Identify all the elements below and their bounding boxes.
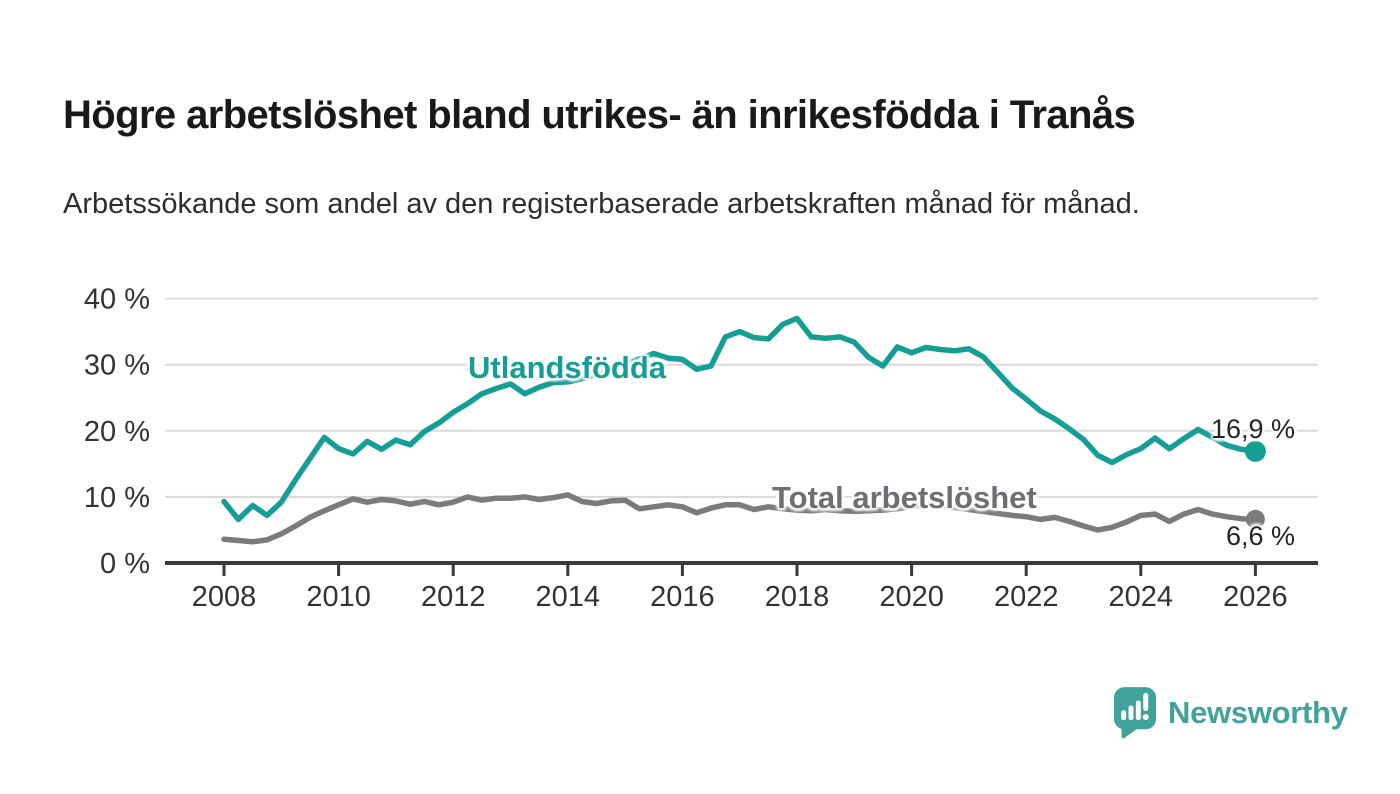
x-tick-label: 2010 xyxy=(306,581,371,613)
end-value-label-utlandsfodda: 16,9 % xyxy=(1210,414,1295,444)
logo-bar-short xyxy=(1121,710,1127,721)
y-tick-label: 40 % xyxy=(84,284,150,316)
series-label-utlandsfodda: Utlandsfödda xyxy=(468,350,667,385)
x-tick-label: 2012 xyxy=(421,581,486,613)
chart-subtitle: Arbetssökande som andel av den registerb… xyxy=(63,188,1140,220)
series-line-total xyxy=(221,492,1259,545)
newsworthy-logo-text: Newsworthy xyxy=(1168,695,1348,730)
series-label-total-arbetsloshet: Total arbetslöshet xyxy=(772,480,1037,515)
x-tick-label: 2018 xyxy=(765,581,830,613)
x-tick-label: 2020 xyxy=(879,581,944,613)
logo-bar-medium xyxy=(1128,705,1134,721)
page-title: Högre arbetslöshet bland utrikes- än inr… xyxy=(63,92,1136,137)
end-value-label-total: 6,6 % xyxy=(1225,521,1295,551)
series-line-utlandsfodda xyxy=(221,315,1259,523)
logo-bar-tall xyxy=(1135,700,1141,721)
x-tick-label: 2022 xyxy=(994,581,1059,613)
y-tick-label: 10 % xyxy=(84,482,150,514)
series-end-dot-utlandsfodda xyxy=(1244,440,1266,462)
newsworthy-logo: Newsworthy xyxy=(1112,685,1348,741)
x-tick-label: 2016 xyxy=(650,581,715,613)
logo-exclamation-dot xyxy=(1142,713,1149,721)
x-tick-label: 2026 xyxy=(1223,581,1288,613)
y-tick-label: 30 % xyxy=(84,350,150,382)
y-tick-label: 0 % xyxy=(100,548,150,580)
logo-exclamation-bar xyxy=(1143,692,1149,712)
series-end-dot-total xyxy=(1245,509,1265,529)
newsworthy-logo-icon xyxy=(1113,687,1157,739)
x-tick-label: 2014 xyxy=(536,581,601,613)
x-tick-label: 2024 xyxy=(1109,581,1174,613)
x-tick-label: 2008 xyxy=(192,581,257,613)
y-tick-label: 20 % xyxy=(84,416,150,448)
